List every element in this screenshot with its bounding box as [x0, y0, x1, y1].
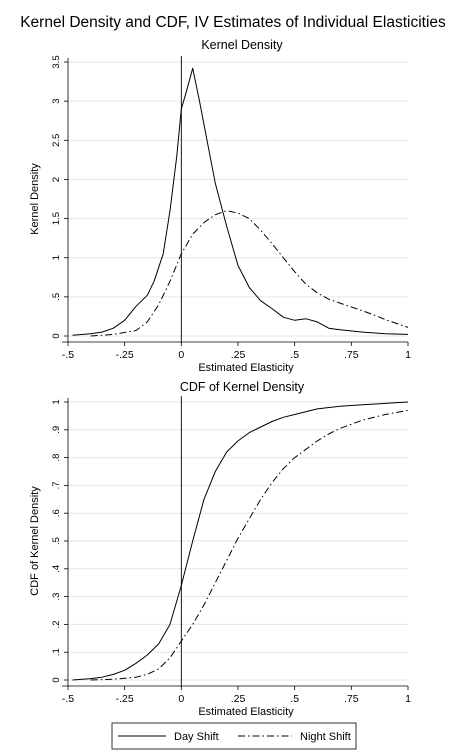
panel1-x-tick-label: 1 — [405, 349, 411, 361]
panel2-x-tick-label: .25 — [231, 693, 246, 705]
panel2-y-tick-label: .1 — [51, 648, 62, 656]
panel1-x-tick-label: 0 — [178, 349, 184, 361]
panel2-y-tick-label: .2 — [51, 620, 62, 628]
legend-label-night-shift: Night Shift — [300, 731, 351, 743]
panel2-x-tick-label: -.5 — [62, 693, 74, 705]
panel2-y-axis-label: CDF of Kernel Density — [29, 486, 41, 596]
panel2-y-tick-label: .4 — [51, 565, 62, 573]
panel2-y-tick-label: .8 — [51, 454, 62, 462]
panel2-gridlines — [68, 402, 408, 680]
panel1-y-tick-label: .5 — [51, 293, 62, 301]
panel1-gridlines — [68, 62, 408, 336]
panel2-y-tick-label: .7 — [51, 481, 62, 489]
panel1-y-tick-label: 3.5 — [51, 55, 62, 68]
panel2-x-tick-label: 1 — [405, 693, 411, 705]
panel2-x-tick-label: .75 — [344, 693, 359, 705]
panel2-y-tick-label: .5 — [51, 537, 62, 545]
panel1-x-tick-label: -.25 — [116, 349, 134, 361]
panel1-title: Kernel Density — [201, 38, 283, 52]
panel1-series-night-shift-line — [91, 211, 408, 336]
panel1-x-axis-label: Estimated Elasticity — [198, 362, 294, 374]
panel2-x-tick-label: 0 — [178, 693, 184, 705]
panel2-y-tick-label: .3 — [51, 593, 62, 601]
panel1-x-tick-label: -.5 — [62, 349, 74, 361]
panel1-y-axis-label: Kernel Density — [29, 163, 41, 235]
panel2-y-tick-label: 1 — [51, 399, 62, 404]
panel2-y-tick-label: .6 — [51, 509, 62, 517]
panel1-y-tick-label: 2.5 — [51, 134, 62, 147]
panel1-series-day-shift-line — [73, 68, 409, 335]
panel2-x-tick-label: .5 — [290, 693, 299, 705]
panel2-y-tick-label: 0 — [51, 677, 62, 682]
panel1-y-tick-label: 3 — [51, 98, 62, 103]
panel1-y-tick-label: 0 — [51, 333, 62, 338]
panel1-x-tick-label: .75 — [344, 349, 359, 361]
panel1-x-tick-label: .25 — [231, 349, 246, 361]
panel2-y-tick-label: .9 — [51, 426, 62, 434]
panel1-y-tick-label: 1 — [51, 255, 62, 260]
panel1-y-tick-label: 2 — [51, 177, 62, 182]
panel2-x-tick-label: -.25 — [116, 693, 134, 705]
cdf-panel: CDF of Kernel Density 0 .1 .2 .3 .4 .5 .6 .7 .8 .9… — [29, 380, 411, 718]
legend-label-day-shift: Day Shift — [174, 731, 219, 743]
panel2-series-night-shift-line — [91, 410, 408, 680]
panel1-x-tick-label: .5 — [290, 349, 299, 361]
panel2-title: CDF of Kernel Density — [180, 380, 305, 394]
legend: Day Shift Night Shift — [112, 723, 356, 749]
panel1-y-tick-label: 1.5 — [51, 212, 62, 225]
panel2-x-axis-label: Estimated Elasticity — [198, 706, 294, 718]
